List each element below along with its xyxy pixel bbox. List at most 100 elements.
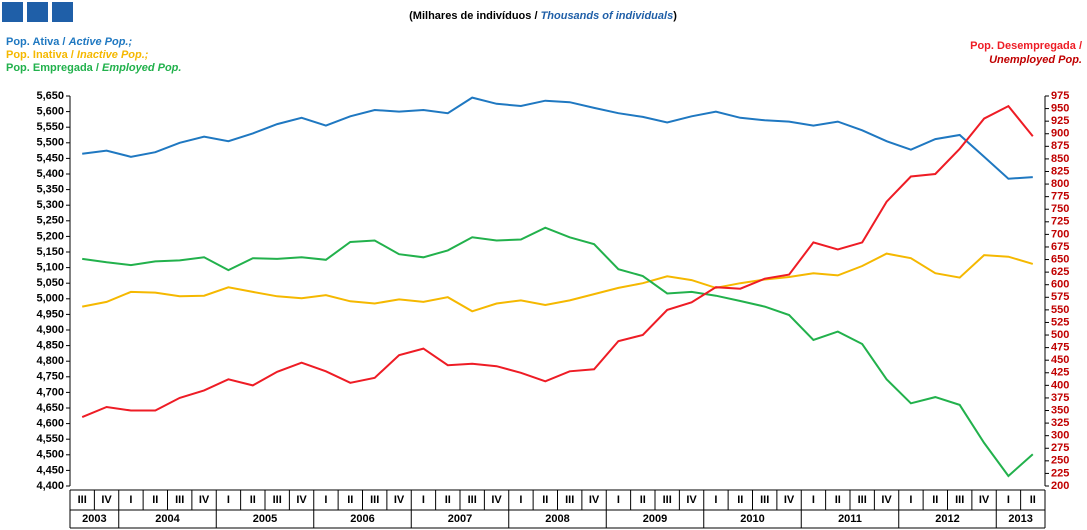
x-tick-label: III [468, 494, 477, 506]
y-tick-label: 4,600 [36, 418, 64, 430]
y-tick-label: 5,200 [36, 230, 64, 242]
year-label: 2012 [935, 513, 959, 525]
x-tick-label: III [858, 494, 867, 506]
x-tick-label: IV [881, 494, 892, 506]
y2-tick-label: 550 [1051, 304, 1069, 316]
y-tick-label: 5,100 [36, 262, 64, 274]
y-tick-label: 5,000 [36, 293, 64, 305]
x-tick-label: II [835, 494, 841, 506]
y2-tick-label: 975 [1051, 90, 1069, 102]
y2-tick-label: 575 [1051, 291, 1069, 303]
x-tick-label: IV [296, 494, 307, 506]
y-tick-label: 5,650 [36, 90, 64, 102]
y2-tick-label: 775 [1051, 191, 1069, 203]
y2-tick-label: 250 [1051, 455, 1069, 467]
y2-tick-label: 400 [1051, 379, 1069, 391]
y-tick-label: 5,450 [36, 152, 64, 164]
y-tick-label: 5,350 [36, 184, 64, 196]
x-tick-label: III [370, 494, 379, 506]
y2-tick-label: 350 [1051, 404, 1069, 416]
year-label: 2007 [448, 513, 472, 525]
x-tick-label: III [78, 494, 87, 506]
y-tick-label: 4,400 [36, 480, 64, 492]
y-tick-label: 5,150 [36, 246, 64, 258]
y2-tick-label: 625 [1051, 266, 1069, 278]
legend-entry: Pop. Inativa / Inactive Pop.; [6, 49, 149, 61]
series-line [82, 226, 1034, 478]
legend-entry: Pop. Empregada / Employed Pop. [6, 62, 181, 74]
x-tick-label: I [324, 494, 327, 506]
y-tick-label: 4,900 [36, 324, 64, 336]
x-tick-label: I [617, 494, 620, 506]
y-tick-label: 5,300 [36, 199, 64, 211]
legend-label: Inactive Pop.; [77, 49, 149, 61]
y-tick-label: 4,500 [36, 449, 64, 461]
year-label: 2006 [350, 513, 374, 525]
x-tick-label: I [714, 494, 717, 506]
y2-tick-label: 700 [1051, 228, 1069, 240]
y-tick-label: 5,500 [36, 137, 64, 149]
y2-tick-label: 225 [1051, 467, 1069, 479]
y2-tick-label: 275 [1051, 442, 1069, 454]
year-label: 2004 [155, 513, 180, 525]
x-tick-label: II [347, 494, 353, 506]
y2-tick-label: 925 [1051, 115, 1069, 127]
y-tick-label: 4,700 [36, 386, 64, 398]
year-label: 2010 [740, 513, 764, 525]
y2-tick-label: 750 [1051, 203, 1069, 215]
legend-label: Pop. Ativa / [6, 36, 66, 48]
x-tick-label: III [565, 494, 574, 506]
logo-square [52, 2, 73, 22]
y2-tick-label: 450 [1051, 354, 1069, 366]
subtitle: (Milhares de indivíduos / Thousands of i… [409, 10, 677, 22]
x-tick-label: I [909, 494, 912, 506]
y2-tick-label: 500 [1051, 329, 1069, 341]
legend-label: Pop. Empregada / [6, 62, 99, 74]
legend-label: Employed Pop. [102, 62, 181, 74]
x-tick-label: II [737, 494, 743, 506]
y-tick-label: 5,400 [36, 168, 64, 180]
year-label: 2013 [1008, 513, 1032, 525]
x-tick-label: III [663, 494, 672, 506]
x-tick-label: III [175, 494, 184, 506]
x-tick-label: I [1007, 494, 1010, 506]
y2-tick-label: 325 [1051, 417, 1069, 429]
y2-tick-label: 725 [1051, 216, 1069, 228]
x-tick-label: I [227, 494, 230, 506]
legend-label: Active Pop.; [68, 36, 133, 48]
x-tick-label: IV [686, 494, 697, 506]
y2-tick-label: 425 [1051, 367, 1069, 379]
y2-tick-label: 950 [1051, 102, 1069, 114]
y-tick-label: 4,800 [36, 355, 64, 367]
y2-tick-label: 825 [1051, 165, 1069, 177]
y2-tick-label: 525 [1051, 316, 1069, 328]
y-tick-label: 4,450 [36, 464, 64, 476]
x-tick-label: IV [979, 494, 990, 506]
x-tick-label: I [129, 494, 132, 506]
y-tick-label: 4,950 [36, 308, 64, 320]
series-line [81, 104, 1034, 419]
x-tick-label: IV [199, 494, 210, 506]
x-tick-label: II [932, 494, 938, 506]
logo-square [27, 2, 48, 22]
year-label: 2009 [643, 513, 667, 525]
y2-tick-label: 200 [1051, 480, 1069, 492]
x-tick-label: II [152, 494, 158, 506]
y2-tick-label: 875 [1051, 140, 1069, 152]
logo-square [2, 2, 23, 22]
x-tick-label: II [640, 494, 646, 506]
legend-label: Pop. Desempregada / [970, 40, 1082, 52]
x-tick-label: III [273, 494, 282, 506]
legend-entry: Pop. Ativa / Active Pop.; [6, 36, 132, 48]
x-tick-label: III [955, 494, 964, 506]
year-label: 2008 [545, 513, 569, 525]
x-tick-label: IV [491, 494, 502, 506]
x-tick-label: II [445, 494, 451, 506]
y2-tick-label: 850 [1051, 153, 1069, 165]
subtitle-end: ) [673, 10, 677, 22]
legend-label: Unemployed Pop. [989, 54, 1082, 66]
y-tick-label: 4,750 [36, 371, 64, 383]
logo [2, 2, 73, 22]
x-tick-label: II [250, 494, 256, 506]
